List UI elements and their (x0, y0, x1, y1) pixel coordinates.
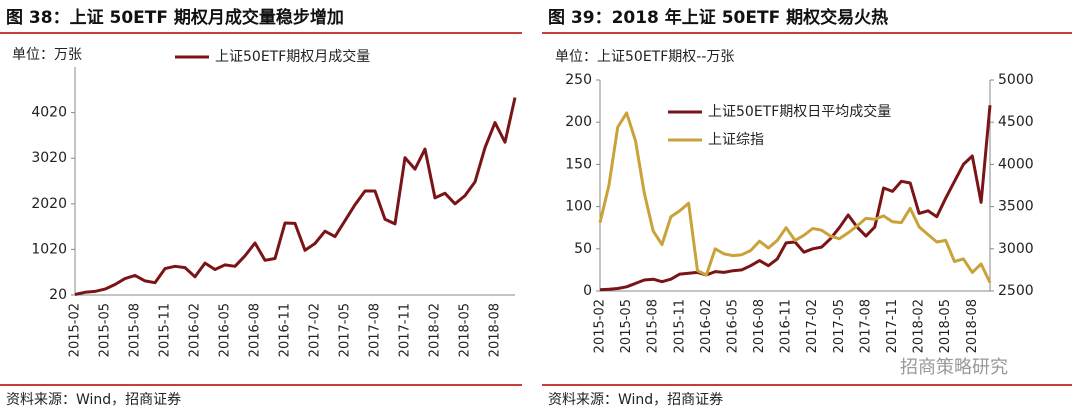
x-tick-label: 2015-08 (646, 299, 661, 353)
x-tick-label: 2016-11 (779, 299, 794, 353)
x-tick-label: 2018-08 (965, 299, 980, 353)
x-tick-label: 2015-11 (158, 303, 173, 357)
x-tick-label: 2015-05 (619, 299, 634, 353)
y-tick-label: 100 (565, 199, 592, 215)
y2-tick-label: 3000 (998, 241, 1034, 257)
x-tick-label: 2016-11 (278, 303, 293, 357)
x-tick-label: 2016-08 (248, 303, 263, 357)
unit-label: 单位：上证50ETF期权--万张 (555, 49, 734, 65)
y2-tick-label: 5000 (998, 72, 1034, 88)
x-tick-label: 2016-05 (725, 299, 740, 353)
y-tick-label: 20 (49, 287, 67, 303)
x-tick-label: 2015-02 (593, 299, 608, 353)
y2-tick-label: 3500 (998, 199, 1034, 215)
legend-label: 上证50ETF期权日平均成交量 (708, 103, 891, 120)
y-tick-label: 50 (574, 241, 592, 257)
x-tick-label: 2016-02 (188, 303, 203, 357)
x-tick-label: 2015-05 (98, 303, 113, 357)
y-tick-label: 2020 (31, 196, 67, 212)
x-tick-label: 2016-05 (218, 303, 233, 357)
y-tick-label: 1020 (31, 241, 67, 257)
x-tick-label: 2018-05 (938, 299, 953, 353)
y-tick-label: 3020 (31, 150, 67, 166)
y-tick-label: 200 (565, 114, 592, 130)
unit-label: 单位：万张 (12, 47, 82, 63)
x-tick-label: 2015-11 (672, 299, 687, 353)
y-tick-label: 150 (565, 156, 592, 172)
y2-tick-label: 2500 (998, 283, 1034, 299)
y-tick-label: 4020 (31, 105, 67, 121)
chart-title: 图 39：2018 年上证 50ETF 期权交易火热 (548, 7, 888, 28)
x-tick-label: 2017-02 (308, 303, 323, 357)
x-tick-label: 2017-08 (858, 299, 873, 353)
x-tick-label: 2017-11 (398, 303, 413, 357)
series-line (599, 105, 992, 292)
x-tick-label: 2015-08 (128, 303, 143, 357)
x-tick-label: 2018-02 (912, 299, 927, 353)
x-tick-label: 2017-05 (832, 299, 847, 353)
source: 资料来源：Wind，招商证券 (548, 392, 723, 408)
y-tick-label: 0 (583, 283, 592, 299)
x-tick-label: 2018-05 (458, 303, 473, 357)
series-line (74, 97, 517, 296)
watermark: 招商策略研究 (900, 357, 1008, 378)
x-tick-label: 2016-02 (699, 299, 714, 353)
x-tick-label: 2017-02 (805, 299, 820, 353)
y2-tick-label: 4500 (998, 114, 1034, 130)
x-tick-label: 2017-08 (368, 303, 383, 357)
chart-title: 图 38：上证 50ETF 期权月成交量稳步增加 (6, 7, 344, 28)
x-tick-label: 2018-02 (428, 303, 443, 357)
x-tick-label: 2016-08 (752, 299, 767, 353)
x-tick-label: 2015-02 (68, 303, 83, 357)
series-line (598, 111, 992, 284)
y2-tick-label: 4000 (998, 156, 1034, 172)
x-tick-label: 2017-11 (885, 299, 900, 353)
x-tick-label: 2018-08 (488, 303, 503, 357)
legend-label: 上证50ETF期权月成交量 (215, 48, 370, 65)
x-tick-label: 2017-05 (338, 303, 353, 357)
source: 资料来源：Wind，招商证券 (6, 392, 181, 408)
legend-label: 上证综指 (708, 132, 764, 148)
y-tick-label: 250 (565, 72, 592, 88)
